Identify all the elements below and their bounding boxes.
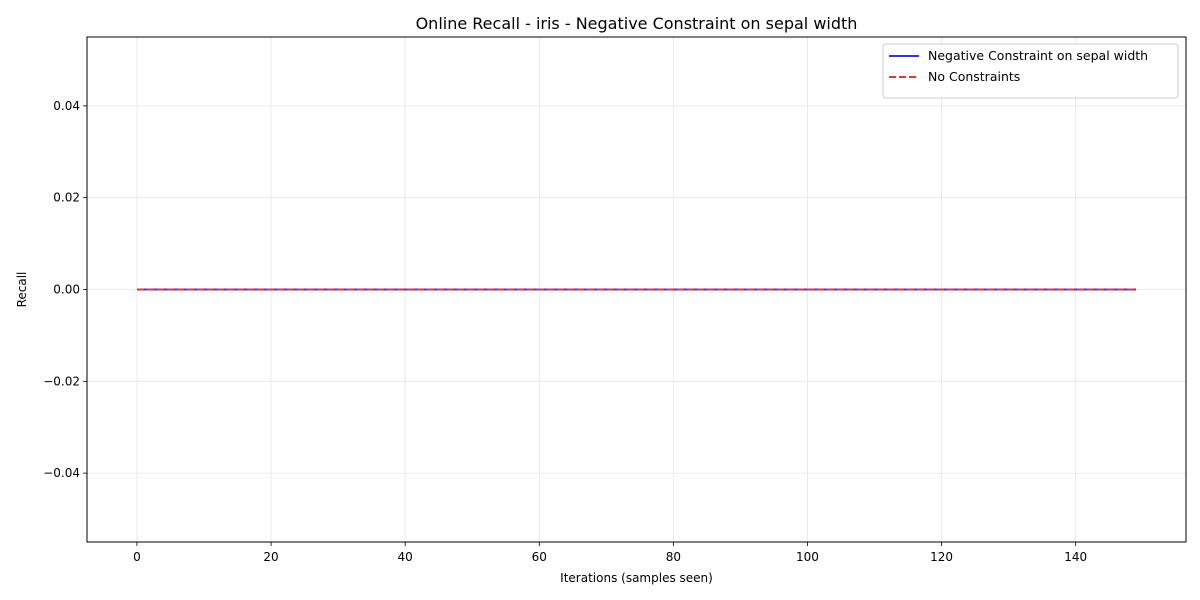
y-tick-label: −0.04	[43, 466, 80, 480]
x-tick-label: 40	[398, 550, 413, 564]
x-tick-label: 100	[796, 550, 819, 564]
legend-box	[882, 43, 1179, 99]
legend-label-1: No Constraints	[928, 69, 1020, 84]
y-tick-label: −0.02	[43, 374, 80, 388]
x-tick-label: 0	[133, 550, 141, 564]
y-tick-label: 0.02	[53, 191, 80, 205]
legend-label-0: Negative Constraint on sepal width	[928, 48, 1148, 63]
y-tick-label: 0.04	[53, 99, 80, 113]
x-tick-label: 60	[532, 550, 547, 564]
y-axis-label: Recall	[15, 272, 29, 308]
x-tick-label: 120	[930, 550, 953, 564]
y-tick-label: 0.00	[53, 283, 80, 297]
chart-title: Online Recall - iris - Negative Constrai…	[416, 14, 858, 33]
x-tick-label: 80	[666, 550, 681, 564]
ticks: 0 20 40 60 80 100 120 140 −0.04 −0.02 0.00 0.02 0.04	[43, 99, 1087, 564]
x-tick-label: 140	[1064, 550, 1087, 564]
legend: Negative Constraint on sepal width No Con…	[882, 43, 1179, 99]
x-tick-label: 20	[263, 550, 278, 564]
x-axis-label: Iterations (samples seen)	[560, 571, 713, 585]
